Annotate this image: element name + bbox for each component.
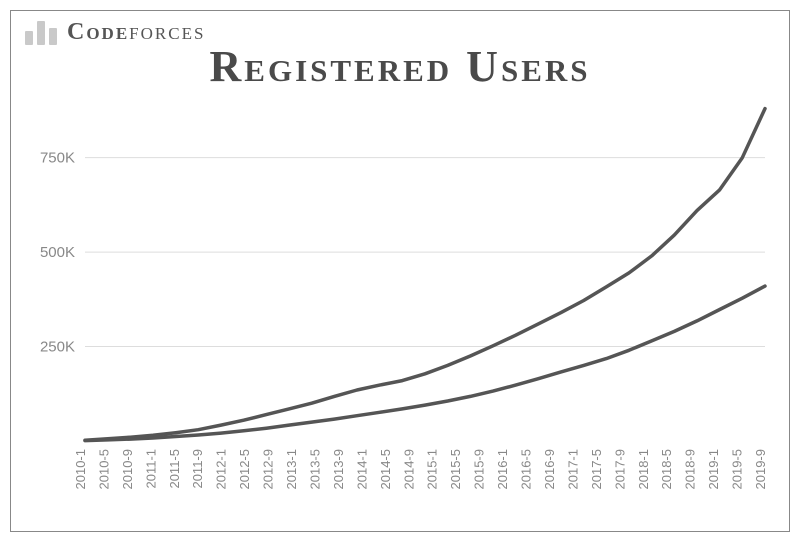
x-tick-label: 2019-9 [753,449,768,489]
x-tick-label: 2013-1 [284,449,299,489]
x-tick-label: 2013-9 [331,449,346,489]
line-chart: 250K 500K 750K 2010-1 2010-5 2010-9 2011-1 2011… [29,101,771,521]
x-tick-label: 2013-5 [307,449,322,489]
x-tick-label: 2014-9 [401,449,416,489]
x-tick-label: 2010-1 [73,449,88,489]
x-tick-label: 2011-1 [143,449,158,489]
y-tick-label: 750K [40,150,75,167]
x-tick-label: 2015-1 [425,449,440,489]
chart-title: Registered Users [11,41,789,92]
chart-svg: 250K 500K 750K 2010-1 2010-5 2010-9 2011-1 2011… [29,101,771,521]
y-tick-label: 250K [40,339,75,356]
x-tick-label: 2014-5 [378,449,393,489]
x-tick-label: 2016-1 [495,449,510,489]
x-tick-label: 2011-9 [190,449,205,489]
x-tick-label: 2010-9 [120,449,135,489]
x-tick-label: 2018-1 [636,449,651,489]
x-tick-label: 2017-1 [565,449,580,489]
x-tick-label: 2016-9 [542,449,557,489]
x-tick-label: 2017-5 [589,449,604,489]
x-tick-label: 2019-5 [730,449,745,489]
x-tick-label: 2017-9 [612,449,627,489]
series-upper [85,109,765,441]
series-lower [85,286,765,441]
x-tick-label: 2018-9 [683,449,698,489]
x-tick-label: 2018-5 [659,449,674,489]
x-tick-label: 2012-1 [214,449,229,489]
x-tick-label: 2016-5 [519,449,534,489]
x-tick-label: 2015-9 [472,449,487,489]
x-tick-label: 2012-5 [237,449,252,489]
chart-frame: Codeforces Registered Users 250K500K750K… [10,10,790,532]
x-tick-label: 2019-1 [706,449,721,489]
y-tick-label: 500K [40,244,75,261]
x-tick-label: 2010-5 [96,449,111,489]
x-tick-label: 2012-9 [261,449,276,489]
x-axis: 2010-1 2010-5 2010-9 2011-1 2011-5 2011-9 2012… [73,449,768,489]
x-tick-label: 2014-1 [354,449,369,489]
x-tick-label: 2011-5 [167,449,182,489]
x-tick-label: 2015-5 [448,449,463,489]
